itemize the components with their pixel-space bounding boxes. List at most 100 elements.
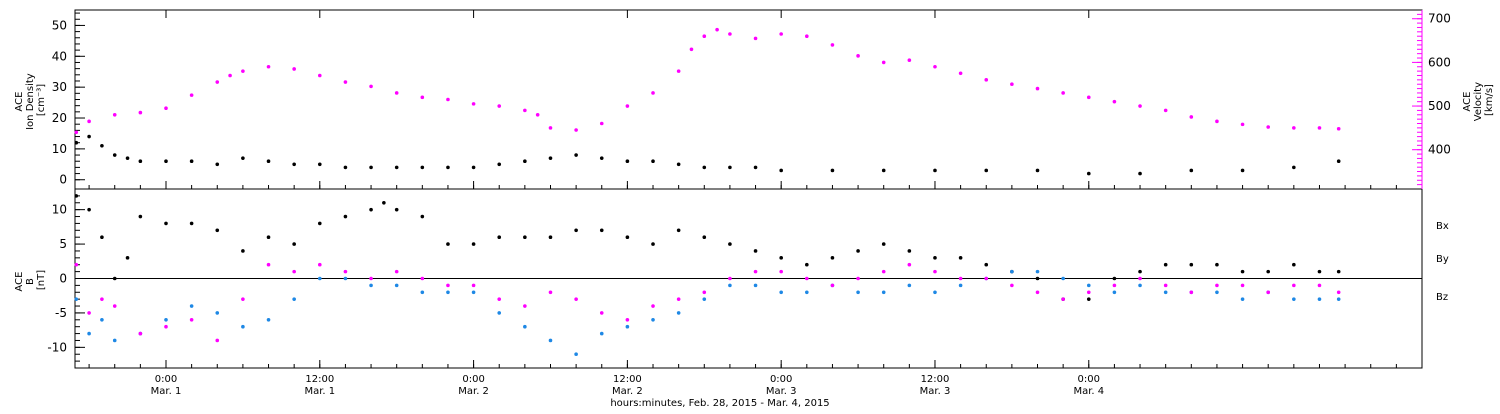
ion-density-point bbox=[676, 162, 681, 167]
b-by-point bbox=[343, 276, 348, 281]
velocity-point bbox=[112, 112, 117, 117]
b-by-point bbox=[394, 283, 399, 288]
b-bz-point bbox=[1086, 290, 1091, 295]
x-tick-time: 0:00 bbox=[1078, 374, 1100, 385]
x-tick-date: Mar. 3 bbox=[766, 386, 797, 397]
ion-density-point bbox=[292, 162, 296, 167]
b-bz-point bbox=[138, 331, 143, 336]
b-bx-point bbox=[266, 235, 271, 239]
ion-density-point bbox=[1336, 159, 1341, 164]
b-bx-point bbox=[215, 228, 220, 233]
velocity-point bbox=[1240, 122, 1245, 127]
b-bx-point bbox=[625, 235, 630, 239]
b-by-point bbox=[241, 324, 245, 329]
velocity-point bbox=[856, 54, 860, 58]
b-bx-point bbox=[984, 262, 989, 267]
b-bx-point bbox=[1112, 276, 1117, 281]
b-by-point bbox=[1061, 276, 1065, 281]
velocity-point bbox=[343, 80, 348, 84]
b-by-point bbox=[1010, 269, 1014, 274]
b-bx-point bbox=[1292, 262, 1296, 267]
velocity-point bbox=[1035, 86, 1040, 91]
b-bz-point bbox=[446, 283, 450, 288]
b-bz-point bbox=[625, 318, 630, 322]
ion-density-point bbox=[215, 162, 220, 167]
b-bx-point bbox=[189, 221, 194, 226]
ion-density-point bbox=[984, 168, 989, 173]
velocity-point bbox=[830, 43, 835, 47]
b-by-point bbox=[292, 297, 296, 301]
ion-density-point bbox=[1035, 168, 1040, 173]
top-left-tick-label: 50 bbox=[52, 18, 67, 32]
top-right-axis-title: ACE Velocity [km/s] bbox=[1462, 79, 1495, 121]
velocity-point bbox=[523, 108, 527, 113]
velocity-point bbox=[779, 32, 783, 36]
velocity-point bbox=[497, 104, 502, 108]
x-axis-title: hours:minutes, Feb. 28, 2015 - Mar. 4, 2… bbox=[610, 398, 829, 409]
b-by-point bbox=[497, 311, 502, 315]
ion-density-point bbox=[728, 165, 732, 170]
b-by-point bbox=[1292, 297, 1296, 301]
b-bx-point bbox=[702, 235, 707, 239]
velocity-point bbox=[1112, 99, 1117, 104]
velocity-point bbox=[1010, 82, 1014, 87]
velocity-point bbox=[1215, 119, 1219, 124]
b-by-point bbox=[189, 304, 194, 308]
ion-density-point bbox=[241, 156, 245, 160]
b-bx-point bbox=[1317, 269, 1322, 274]
ion-density-point bbox=[881, 168, 886, 173]
b-by-point bbox=[779, 290, 783, 295]
b-by-point bbox=[1138, 283, 1142, 288]
velocity-point bbox=[1086, 95, 1091, 100]
b-bx-point bbox=[574, 228, 578, 233]
b-by-point bbox=[1336, 297, 1341, 301]
ion-density-point bbox=[471, 165, 476, 170]
b-bx-point bbox=[523, 235, 527, 239]
b-by-point bbox=[1086, 283, 1091, 288]
ion-density-point bbox=[651, 159, 655, 164]
b-bx-point bbox=[420, 214, 425, 219]
velocity-point bbox=[471, 102, 476, 106]
b-by-point bbox=[881, 290, 886, 295]
x-tick-time: 0:00 bbox=[462, 374, 484, 385]
b-bx-point bbox=[100, 235, 104, 239]
b-by-point bbox=[1240, 297, 1245, 301]
b-bx-point bbox=[599, 228, 604, 233]
ion-density-point bbox=[830, 168, 835, 173]
b-bx-point bbox=[753, 249, 758, 253]
b-bz-point bbox=[1035, 290, 1040, 295]
b-bx-point bbox=[830, 256, 835, 260]
ion-density-point bbox=[394, 165, 399, 170]
b-by-point bbox=[420, 290, 425, 295]
top-right-tick-label: 500 bbox=[1428, 99, 1451, 113]
b-bx-point bbox=[548, 235, 553, 239]
x-tick-date: Mar. 2 bbox=[612, 386, 643, 397]
b-by-point bbox=[523, 324, 527, 329]
data-points bbox=[74, 27, 1341, 357]
b-bz-point bbox=[728, 276, 732, 281]
b-bz-point bbox=[984, 276, 989, 281]
b-bx-point bbox=[112, 276, 117, 281]
b-bz-point bbox=[420, 276, 425, 281]
b-bz-point bbox=[1163, 283, 1168, 288]
velocity-point bbox=[241, 69, 245, 73]
b-bx-point bbox=[1138, 269, 1142, 274]
b-bz-point bbox=[292, 269, 296, 274]
b-bz-point bbox=[189, 318, 194, 322]
ion-density-point bbox=[1240, 168, 1245, 173]
x-tick-time: 0:00 bbox=[155, 374, 177, 385]
b-bz-point bbox=[1336, 290, 1341, 295]
ion-density-point bbox=[1138, 171, 1142, 176]
velocity-point bbox=[138, 110, 143, 115]
ion-density-point bbox=[1189, 168, 1194, 173]
b-by-point bbox=[753, 283, 758, 288]
b-by-point bbox=[446, 290, 450, 295]
b-bz-point bbox=[805, 276, 809, 281]
velocity-point bbox=[881, 60, 886, 65]
bottom-tick-label: -5 bbox=[55, 306, 67, 320]
ion-density-point bbox=[189, 159, 194, 164]
velocity-point bbox=[805, 34, 809, 38]
top-left-tick-label: 0 bbox=[59, 173, 67, 187]
b-bx-point bbox=[446, 242, 450, 246]
b-bx-point bbox=[1163, 262, 1168, 267]
